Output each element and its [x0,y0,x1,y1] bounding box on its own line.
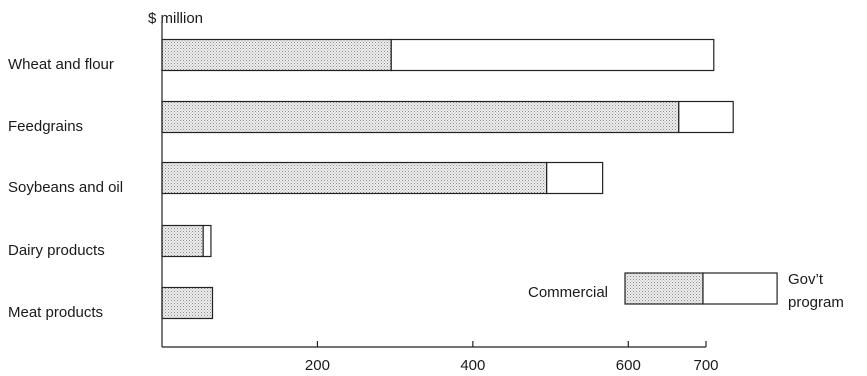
x-tick-label: 700 [693,357,718,374]
bar-commercial [161,161,548,195]
legend-commercial-label: Commercial [528,284,608,301]
unit-label: $ million [148,10,203,27]
bar-govt-program [202,224,212,258]
bar-commercial [161,38,392,72]
legend-program-label-line1: Gov’t [788,271,824,288]
x-tick-label: 400 [460,357,485,374]
category-label: Dairy products [8,242,105,259]
bar-govt-program [678,100,734,134]
legend-program-label-line2: program [788,294,844,311]
x-tick-label: 600 [616,357,641,374]
bar-govt-program [546,161,604,195]
bar-commercial [161,224,204,258]
legend: Commercial Gov’t program [528,271,844,311]
category-label: Feedgrains [8,118,83,135]
legend-swatch-program [702,272,778,305]
x-tick-label: 200 [305,357,330,374]
category-label: Wheat and flour [8,56,114,73]
bar-commercial [161,286,214,320]
legend-swatch-commercial [624,272,704,305]
category-label: Soybeans and oil [8,179,123,196]
bar-commercial [161,100,680,134]
bar-govt-program [390,38,715,72]
category-label: Meat products [8,304,103,321]
